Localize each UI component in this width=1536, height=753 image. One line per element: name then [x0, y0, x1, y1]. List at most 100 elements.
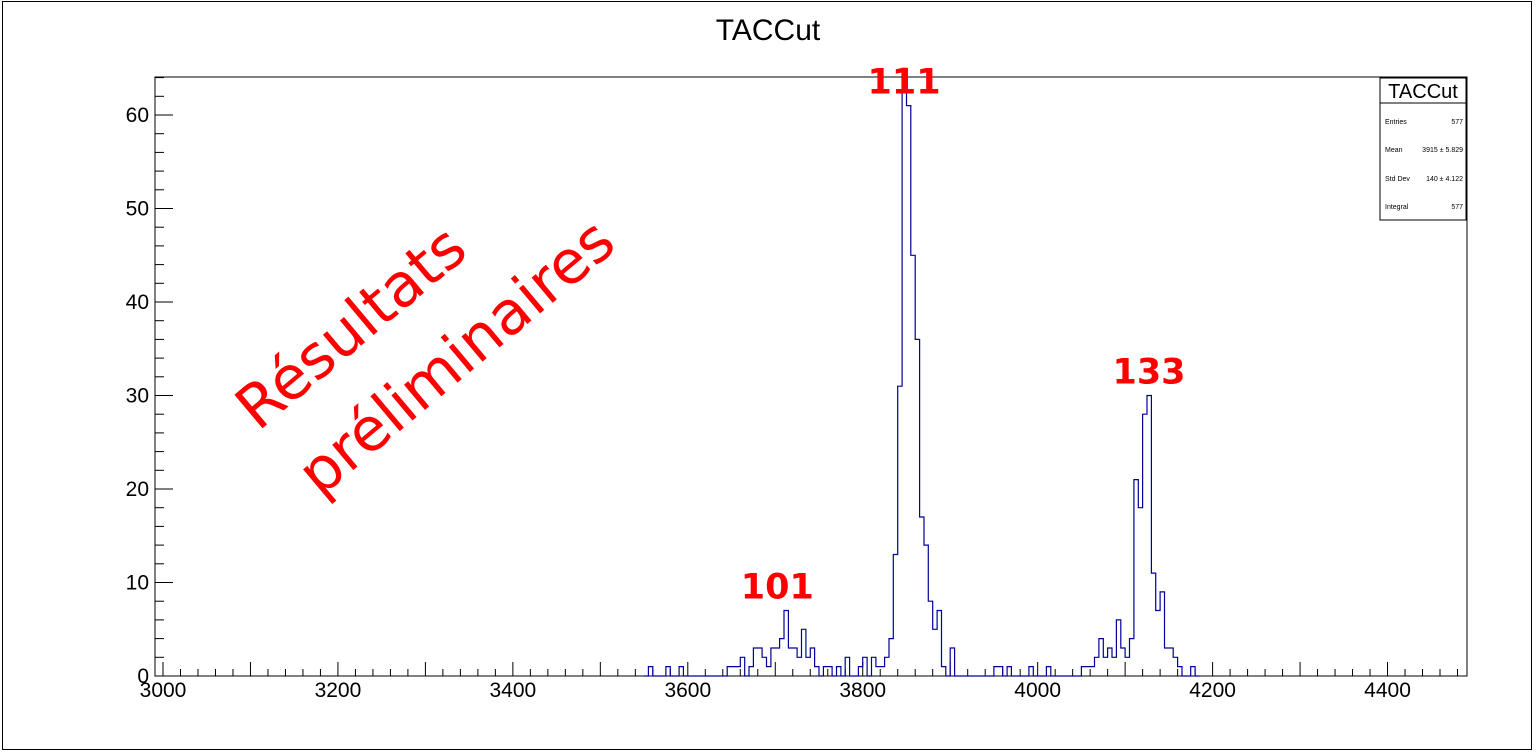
peak-annotations: 101 111 133 — [741, 63, 1186, 608]
histogram-series — [644, 67, 1200, 677]
histogram-bin — [775, 648, 779, 676]
stats-label-mean: Mean — [1385, 147, 1403, 154]
histogram-bin — [1130, 639, 1134, 676]
y-tick-label: 60 — [126, 104, 149, 127]
histogram-bin — [858, 667, 862, 676]
histogram-bin — [1147, 396, 1151, 677]
stats-label-entries: Entries — [1385, 119, 1407, 126]
histogram-bin — [1108, 648, 1112, 676]
histogram-bin — [933, 629, 937, 676]
histogram-bin — [780, 639, 784, 676]
histogram-bin — [1081, 667, 1085, 676]
histogram-bin — [928, 601, 932, 676]
histogram-bin — [1007, 667, 1011, 676]
histogram-bin — [893, 554, 897, 676]
histogram-bin — [1156, 611, 1160, 676]
histogram-bin — [666, 667, 670, 676]
stats-value-mean: 3915 ± 5.829 — [1422, 147, 1463, 154]
histogram-bin — [836, 667, 840, 676]
peak-label: 111 — [868, 63, 941, 103]
histogram-bin — [815, 667, 819, 676]
histogram-bin — [1095, 657, 1099, 676]
stats-value-entries: 577 — [1451, 119, 1463, 126]
histogram-bin — [784, 611, 788, 676]
histogram-bin — [788, 648, 792, 676]
histogram-bin — [823, 667, 827, 676]
histogram-bin — [802, 629, 806, 676]
x-tick-label: 3600 — [664, 679, 711, 702]
histogram-bin — [898, 386, 902, 676]
histogram-bin — [906, 106, 910, 676]
histogram-bin — [950, 648, 954, 676]
histogram-bin — [1160, 592, 1164, 676]
histogram-bin — [880, 667, 884, 676]
histogram-bin — [1134, 480, 1138, 676]
histogram-bin — [1121, 648, 1125, 676]
histogram-bin — [937, 611, 941, 676]
peak-label: 133 — [1112, 353, 1185, 393]
x-tick-label: 3400 — [490, 679, 537, 702]
histogram-bin — [1143, 414, 1147, 676]
histogram-bin — [679, 667, 683, 676]
histogram-bin — [749, 667, 753, 676]
histogram-bin — [758, 648, 762, 676]
histogram-bin — [740, 657, 744, 676]
histogram-bin — [915, 339, 919, 676]
histogram-bin — [1103, 657, 1107, 676]
stats-label-std-dev: Std Dev — [1385, 176, 1410, 183]
x-tick-label: 4200 — [1189, 679, 1236, 702]
stats-box-title: TACCut — [1388, 81, 1458, 103]
x-tick-label: 4400 — [1364, 679, 1411, 702]
histogram-bin — [806, 657, 810, 676]
histogram-bin — [1191, 667, 1195, 676]
histogram-bin — [994, 667, 998, 676]
histogram-bin — [1151, 573, 1155, 676]
histogram-bin — [753, 648, 757, 676]
histogram-bin — [828, 667, 832, 676]
stats-box: TACCut Entries 577 Mean 3915 ± 5.829 Std… — [1379, 77, 1467, 221]
histogram-bin — [648, 667, 652, 676]
histogram-bin — [736, 667, 740, 676]
histogram-bin — [1112, 657, 1116, 676]
histogram-bin — [771, 648, 775, 676]
histogram-bin — [793, 648, 797, 676]
stats-value-std-dev: 140 ± 4.122 — [1426, 176, 1463, 183]
y-tick-label: 40 — [126, 291, 149, 314]
histogram-bin — [1169, 648, 1173, 676]
x-tick-label: 4000 — [1014, 679, 1061, 702]
histogram-bin — [871, 657, 875, 676]
histogram-bin — [762, 657, 766, 676]
histogram-bin — [732, 667, 736, 676]
x-axis: 3000 3200 3400 3600 3800 4000 4200 4400 — [140, 662, 1459, 702]
chart-title: TACCut — [716, 14, 821, 47]
y-tick-label: 50 — [126, 198, 149, 221]
histogram-bin — [1046, 667, 1050, 676]
histogram-bin — [998, 667, 1002, 676]
histogram-bin — [727, 667, 731, 676]
histogram-bin — [1086, 667, 1090, 676]
histogram-bin — [863, 657, 867, 676]
histogram-bin — [810, 648, 814, 676]
histogram-bin — [797, 657, 801, 676]
histogram-bin — [941, 667, 945, 676]
histogram-bin — [1125, 657, 1129, 676]
stats-box-frame — [1379, 77, 1467, 221]
histogram-bin — [920, 517, 924, 676]
histogram-bin — [876, 667, 880, 676]
x-tick-label: 3200 — [315, 679, 362, 702]
histogram-bin — [1090, 667, 1094, 676]
histogram-bin — [1029, 667, 1033, 676]
y-tick-label: 0 — [137, 665, 149, 688]
stats-value-integral: 577 — [1451, 204, 1463, 211]
stats-label-integral: Integral — [1385, 204, 1409, 211]
x-tick-label: 3000 — [140, 679, 187, 702]
histogram-bin — [1173, 657, 1177, 676]
histogram-bin — [1178, 667, 1182, 676]
histogram-bin — [1099, 639, 1103, 676]
histogram-bin — [911, 255, 915, 676]
watermark: Résultats préliminaires — [223, 205, 629, 509]
histogram-bin — [845, 657, 849, 676]
histogram-bin — [767, 667, 771, 676]
